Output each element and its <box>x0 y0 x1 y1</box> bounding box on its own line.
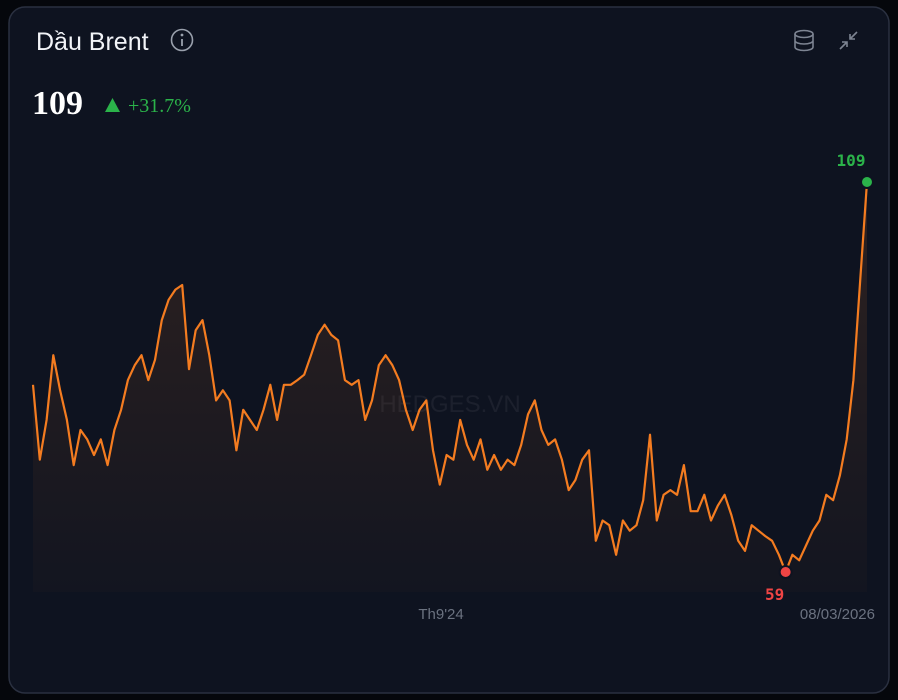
max-point <box>860 175 874 189</box>
info-icon[interactable] <box>170 28 194 52</box>
price: 109 <box>32 85 83 122</box>
x-tick-label: Th9'24 <box>418 606 463 623</box>
area <box>33 182 867 592</box>
title: Dầu Brent <box>36 28 149 56</box>
min-label: 59 <box>765 585 784 604</box>
min-point <box>778 565 793 579</box>
price-line <box>31 181 869 574</box>
collapse-icon[interactable] <box>839 31 858 50</box>
change: +31.7% <box>128 95 191 117</box>
up-arrow <box>105 98 120 112</box>
max-label: 109 <box>837 151 866 170</box>
database-icon[interactable] <box>794 29 814 52</box>
x-tick-label: 08/03/2026 <box>800 606 875 623</box>
